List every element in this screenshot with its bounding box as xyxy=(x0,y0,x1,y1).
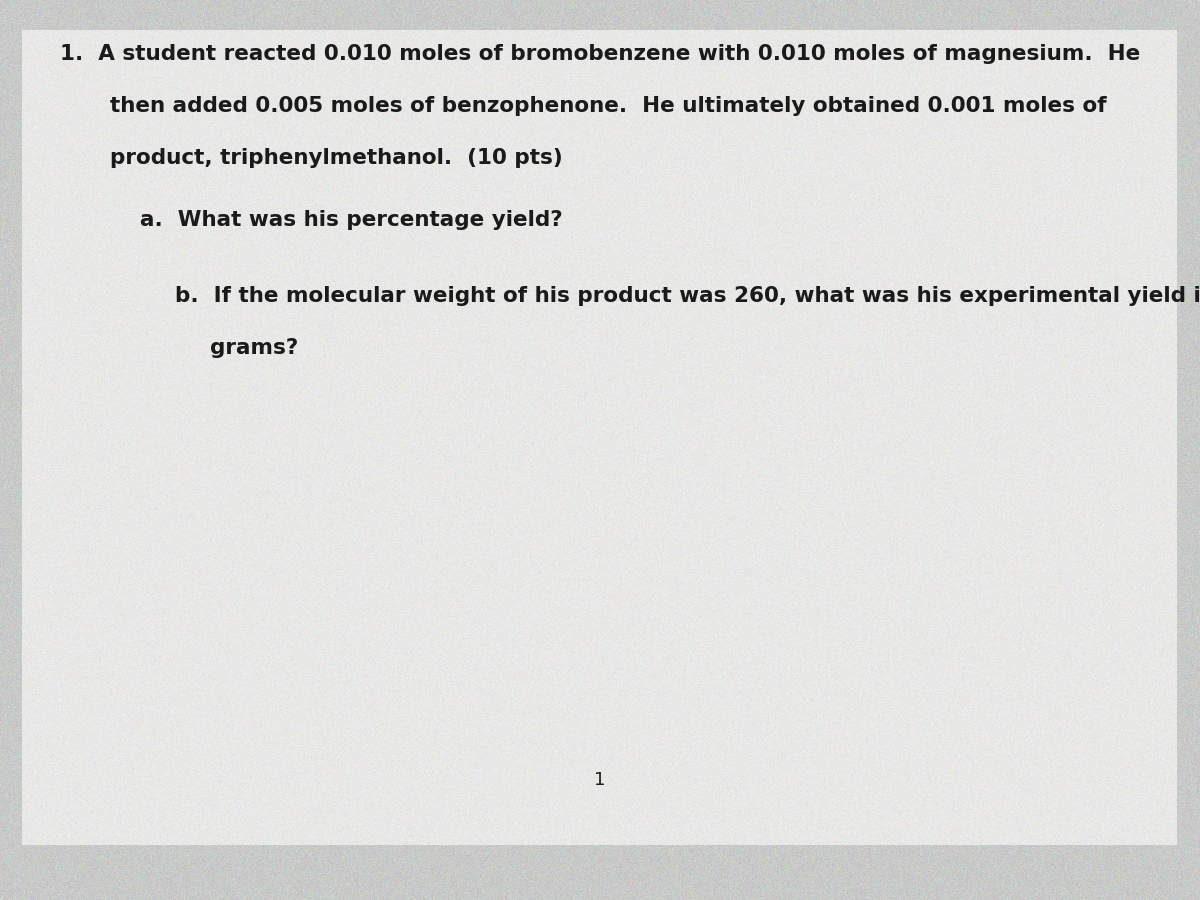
Text: grams?: grams? xyxy=(210,338,299,358)
Text: then added 0.005 moles of benzophenone.  He ultimately obtained 0.001 moles of: then added 0.005 moles of benzophenone. … xyxy=(110,96,1106,116)
Text: product, triphenylmethanol.  (10 pts): product, triphenylmethanol. (10 pts) xyxy=(110,148,563,168)
Text: a.  What was his percentage yield?: a. What was his percentage yield? xyxy=(140,210,563,230)
Text: b.  If the molecular weight of his product was 260, what was his experimental yi: b. If the molecular weight of his produc… xyxy=(175,286,1200,306)
Text: 1: 1 xyxy=(594,771,606,789)
Text: 1.  A student reacted 0.010 moles of bromobenzene with 0.010 moles of magnesium.: 1. A student reacted 0.010 moles of brom… xyxy=(60,44,1140,64)
